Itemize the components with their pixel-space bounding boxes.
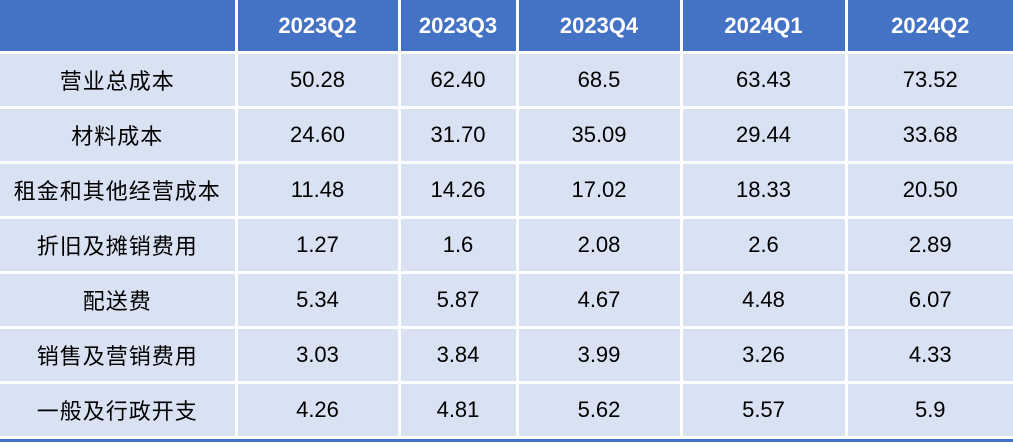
- column-header: 2024Q2: [844, 0, 1013, 54]
- value-cell: 5.34: [234, 271, 401, 329]
- value-cell: 5.57: [679, 381, 848, 439]
- value-cell: 4.67: [515, 271, 683, 329]
- row-label: 租金和其他经营成本: [0, 161, 238, 219]
- table-row: 销售及营销费用 3.03 3.84 3.99 3.26 4.33: [0, 326, 1013, 384]
- value-cell: 3.99: [515, 326, 683, 384]
- value-cell: 2.89: [844, 216, 1013, 274]
- value-cell: 73.52: [844, 51, 1013, 109]
- value-cell: 31.70: [397, 106, 519, 164]
- value-cell: 62.40: [397, 51, 519, 109]
- value-cell: 4.26: [234, 381, 401, 439]
- table-row: 租金和其他经营成本 11.48 14.26 17.02 18.33 20.50: [0, 161, 1013, 219]
- value-cell: 1.6: [397, 216, 519, 274]
- value-cell: 6.07: [844, 271, 1013, 329]
- row-label: 配送费: [0, 271, 238, 329]
- value-cell: 2.6: [679, 216, 848, 274]
- row-label: 一般及行政开支: [0, 381, 238, 439]
- value-cell: 3.84: [397, 326, 519, 384]
- column-header: 2023Q3: [397, 0, 519, 54]
- value-cell: 50.28: [234, 51, 401, 109]
- value-cell: 4.81: [397, 381, 519, 439]
- value-cell: 3.26: [679, 326, 848, 384]
- value-cell: 17.02: [515, 161, 683, 219]
- value-cell: 5.9: [844, 381, 1013, 439]
- value-cell: 2.08: [515, 216, 683, 274]
- value-cell: 4.48: [679, 271, 848, 329]
- table-row: 配送费 5.34 5.87 4.67 4.48 6.07: [0, 271, 1013, 329]
- value-cell: 4.33: [844, 326, 1013, 384]
- table-row: 材料成本 24.60 31.70 35.09 29.44 33.68: [0, 106, 1013, 164]
- value-cell: 11.48: [234, 161, 401, 219]
- header-row: 2023Q2 2023Q3 2023Q4 2024Q1 2024Q2: [0, 0, 1013, 54]
- row-label: 折旧及摊销费用: [0, 216, 238, 274]
- value-cell: 14.26: [397, 161, 519, 219]
- table-row: 一般及行政开支 4.26 4.81 5.62 5.57 5.9: [0, 381, 1013, 439]
- corner-cell: [0, 0, 238, 54]
- row-label: 材料成本: [0, 106, 238, 164]
- column-header: 2023Q4: [515, 0, 683, 54]
- value-cell: 68.5: [515, 51, 683, 109]
- value-cell: 5.62: [515, 381, 683, 439]
- row-label: 营业总成本: [0, 51, 238, 109]
- value-cell: 24.60: [234, 106, 401, 164]
- table-bottom-border: [0, 439, 1013, 442]
- value-cell: 20.50: [844, 161, 1013, 219]
- row-label: 销售及营销费用: [0, 326, 238, 384]
- value-cell: 33.68: [844, 106, 1013, 164]
- column-header: 2024Q1: [679, 0, 848, 54]
- value-cell: 63.43: [679, 51, 848, 109]
- column-header: 2023Q2: [234, 0, 401, 54]
- value-cell: 35.09: [515, 106, 683, 164]
- table-row: 营业总成本 50.28 62.40 68.5 63.43 73.52: [0, 51, 1013, 109]
- value-cell: 3.03: [234, 326, 401, 384]
- value-cell: 29.44: [679, 106, 848, 164]
- value-cell: 1.27: [234, 216, 401, 274]
- value-cell: 5.87: [397, 271, 519, 329]
- value-cell: 18.33: [679, 161, 848, 219]
- table-row: 折旧及摊销费用 1.27 1.6 2.08 2.6 2.89: [0, 216, 1013, 274]
